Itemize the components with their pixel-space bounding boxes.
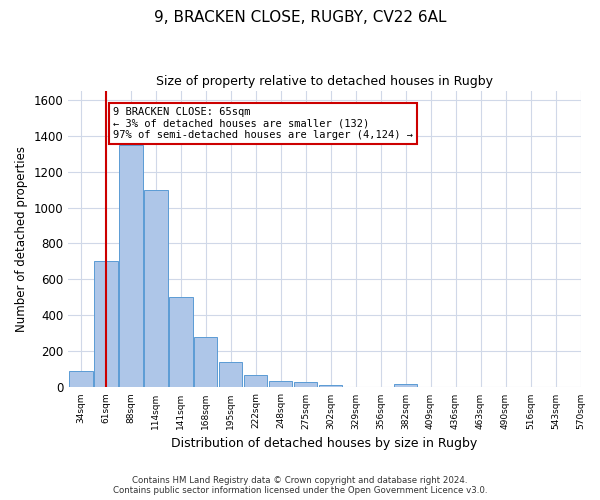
Bar	[119, 144, 143, 388]
Bar	[69, 371, 92, 388]
Text: Contains HM Land Registry data © Crown copyright and database right 2024.
Contai: Contains HM Land Registry data © Crown c…	[113, 476, 487, 495]
Bar	[269, 381, 292, 388]
Text: 9, BRACKEN CLOSE, RUGBY, CV22 6AL: 9, BRACKEN CLOSE, RUGBY, CV22 6AL	[154, 10, 446, 25]
Bar	[244, 375, 268, 388]
Bar	[94, 262, 118, 388]
Bar	[194, 337, 217, 388]
X-axis label: Distribution of detached houses by size in Rugby: Distribution of detached houses by size …	[171, 437, 478, 450]
Bar	[319, 384, 343, 388]
Bar	[394, 384, 418, 388]
Bar	[144, 190, 167, 388]
Y-axis label: Number of detached properties: Number of detached properties	[15, 146, 28, 332]
Bar	[419, 386, 442, 388]
Bar	[169, 298, 193, 388]
Bar	[344, 386, 367, 388]
Bar	[294, 382, 317, 388]
Title: Size of property relative to detached houses in Rugby: Size of property relative to detached ho…	[156, 75, 493, 88]
Text: 9 BRACKEN CLOSE: 65sqm
← 3% of detached houses are smaller (132)
97% of semi-det: 9 BRACKEN CLOSE: 65sqm ← 3% of detached …	[113, 106, 413, 140]
Bar	[219, 362, 242, 388]
